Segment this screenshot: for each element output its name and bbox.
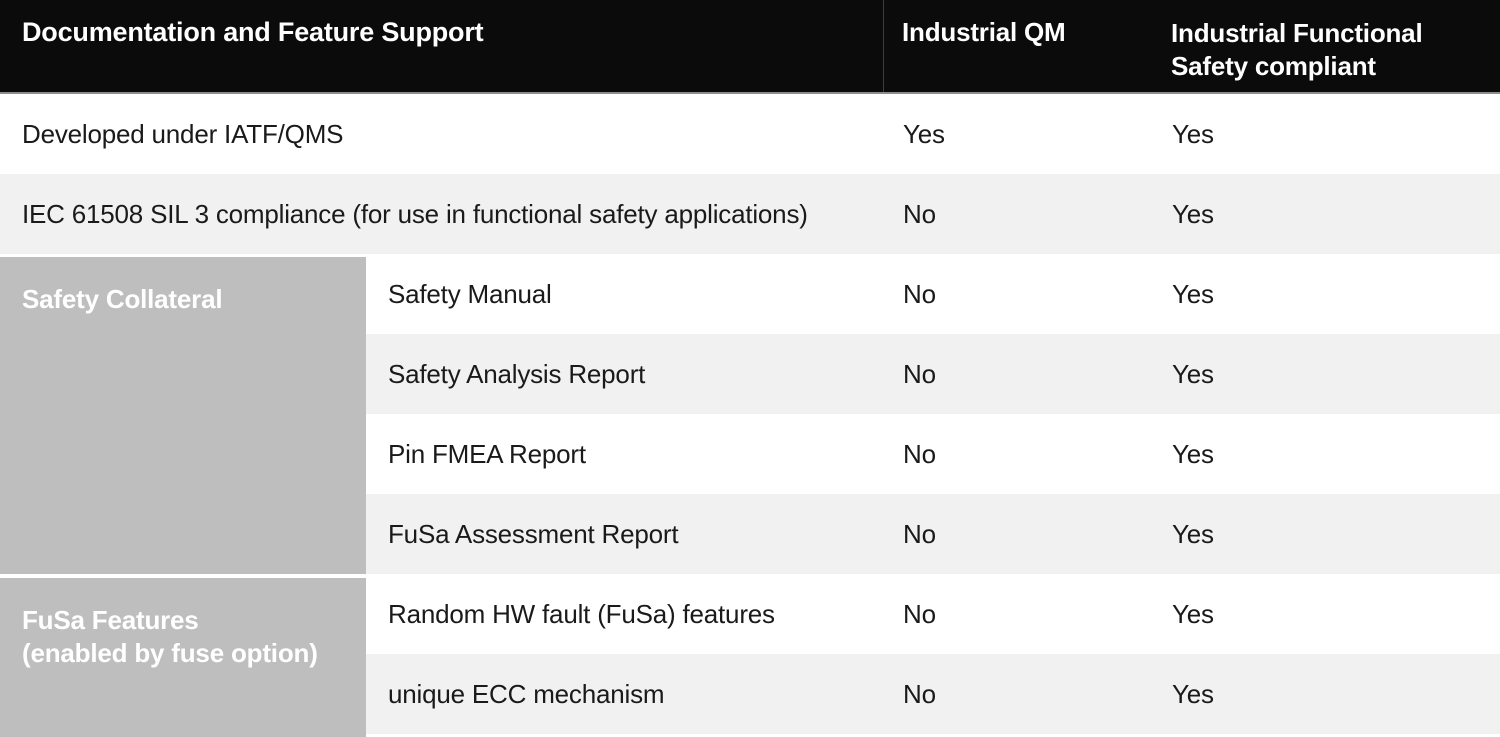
industrial-qm-cell: No xyxy=(903,358,936,389)
industrial-fusa-cell: Yes xyxy=(1172,518,1214,549)
industrial-qm-cell: Yes xyxy=(903,118,945,149)
group-label-fusa-features-line2: (enabled by fuse option) xyxy=(22,638,318,668)
header-industrial-fusa-label: Industrial Functional Safety compliant xyxy=(1171,18,1423,81)
group-label-fusa-features-line1: FuSa Features xyxy=(22,605,199,635)
group-divider xyxy=(0,574,366,578)
feature-cell: FuSa Assessment Report xyxy=(388,518,679,549)
header-industrial-qm-col: Industrial QM xyxy=(902,17,1066,47)
table-header-row: Documentation and Feature Support Indust… xyxy=(0,0,1500,94)
feature-cell: Random HW fault (FuSa) features xyxy=(388,598,775,629)
industrial-qm-cell: No xyxy=(903,278,936,309)
industrial-fusa-cell: Yes xyxy=(1172,278,1214,309)
industrial-qm-cell: No xyxy=(903,198,936,229)
header-feature-col: Documentation and Feature Support xyxy=(0,0,884,92)
industrial-qm-cell: No xyxy=(903,678,936,709)
feature-cell: IEC 61508 SIL 3 compliance (for use in f… xyxy=(22,198,808,229)
group-cell-safety-collateral: Safety Collateral xyxy=(0,257,366,574)
industrial-fusa-cell: Yes xyxy=(1172,118,1214,149)
industrial-qm-cell: No xyxy=(903,438,936,469)
industrial-qm-cell: No xyxy=(903,518,936,549)
industrial-fusa-cell: Yes xyxy=(1172,678,1214,709)
industrial-fusa-cell: Yes xyxy=(1172,598,1214,629)
industrial-fusa-cell: Yes xyxy=(1172,198,1214,229)
feature-cell: Safety Manual xyxy=(388,278,552,309)
header-industrial-fusa-col: Industrial Functional Safety compliant xyxy=(1169,0,1500,92)
table-row: Developed under IATF/QMS Yes Yes xyxy=(0,94,1500,174)
feature-cell: Developed under IATF/QMS xyxy=(22,118,344,149)
feature-cell: Pin FMEA Report xyxy=(388,438,586,469)
industrial-qm-cell: No xyxy=(903,598,936,629)
group-cell-fusa-features: FuSa Features (enabled by fuse option) xyxy=(0,578,366,737)
industrial-fusa-cell: Yes xyxy=(1172,358,1214,389)
industrial-fusa-cell: Yes xyxy=(1172,438,1214,469)
table-row: IEC 61508 SIL 3 compliance (for use in f… xyxy=(0,174,1500,254)
group-label-safety-collateral: Safety Collateral xyxy=(22,284,223,314)
feature-cell: Safety Analysis Report xyxy=(388,358,646,389)
feature-cell: unique ECC mechanism xyxy=(388,678,665,709)
